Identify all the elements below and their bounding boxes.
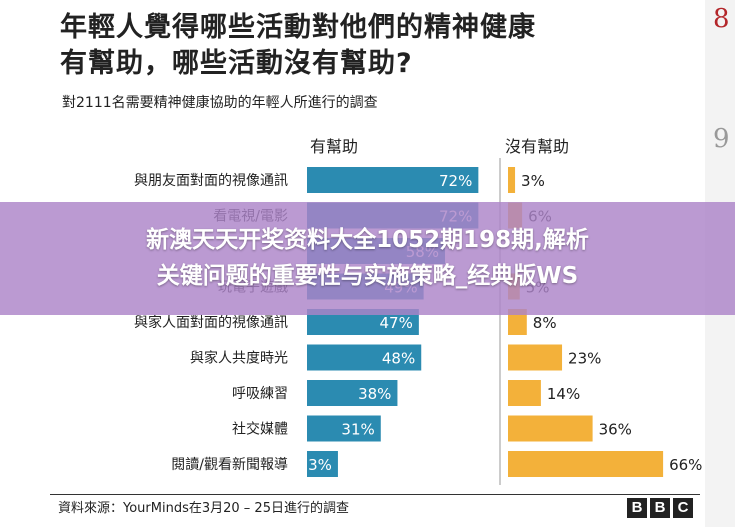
helpful-bar — [307, 167, 479, 193]
helpful-value-label: 31% — [341, 421, 374, 439]
category-label: 閱讀/觀看新聞報導 — [171, 457, 288, 473]
category-label: 與家人面對面的視像通訊 — [134, 314, 288, 331]
helpful-value-label: 13% — [299, 456, 332, 474]
category-label: 與家人共度時光 — [190, 350, 288, 367]
title-line-1: 年輕人覺得哪些活動對他們的精神健康 — [60, 12, 536, 43]
not-helpful-value-label: 3% — [521, 172, 545, 190]
not-helpful-bar — [508, 380, 541, 406]
helpful-bar — [307, 415, 381, 442]
overlay-banner — [0, 202, 735, 315]
helpful-value-label: 47% — [380, 314, 413, 332]
not-helpful-value-label: 8% — [533, 314, 557, 332]
not-helpful-bar — [508, 309, 527, 335]
not-helpful-value-label: 14% — [547, 385, 580, 403]
helpful-value-label: 48% — [382, 350, 415, 368]
logo-letter: B — [627, 498, 647, 518]
logo-letter: C — [673, 498, 693, 518]
right-edge-glyph: 9 — [713, 124, 730, 154]
not-helpful-bar — [508, 167, 516, 193]
category-label: 與朋友面對面的視像通訊 — [134, 173, 288, 189]
not-helpful-value-label: 66% — [669, 456, 702, 474]
helpful-bar — [307, 344, 422, 371]
category-label: 呼吸練習 — [232, 386, 288, 402]
source-note: 資料來源：YourMinds在3月20 – 25日進行的調查 — [58, 501, 349, 516]
not-helpful-bar — [508, 451, 664, 477]
helpful-value-label: 38% — [358, 385, 391, 403]
helpful-column-header: 有幫助 — [310, 137, 359, 156]
not-helpful-column-header: 沒有幫助 — [505, 137, 570, 156]
not-helpful-value-label: 23% — [568, 350, 601, 368]
title-line-2: 有幫助，哪些活動沒有幫助? — [60, 48, 413, 79]
helpful-bar — [307, 380, 398, 406]
helpful-value-label: 72% — [439, 172, 472, 190]
logo-letter: B — [650, 498, 670, 518]
right-edge-glyph: 8 — [713, 4, 730, 34]
not-helpful-bar — [508, 415, 593, 442]
banner-line-1: 新澳天天开奖资料大全1052期198期,解析 — [146, 227, 589, 253]
not-helpful-bar — [508, 344, 563, 371]
chart-title: 年輕人覺得哪些活動對他們的精神健康 有幫助，哪些活動沒有幫助? — [60, 10, 536, 82]
overlay-banner-text: 新澳天天开奖资料大全1052期198期,解析 关键问题的重要性与实施策略_经典版… — [0, 222, 735, 294]
banner-line-2: 关键问题的重要性与实施策略_经典版WS — [156, 263, 579, 289]
not-helpful-value-label: 36% — [599, 421, 632, 439]
chart-subtitle: 對2111名需要精神健康協助的年輕人所進行的調查 — [62, 95, 378, 111]
category-label: 社交媒體 — [232, 421, 288, 438]
helpful-bar — [307, 451, 338, 477]
bbc-logo: B B C — [627, 498, 693, 518]
footer-divider — [50, 494, 700, 495]
